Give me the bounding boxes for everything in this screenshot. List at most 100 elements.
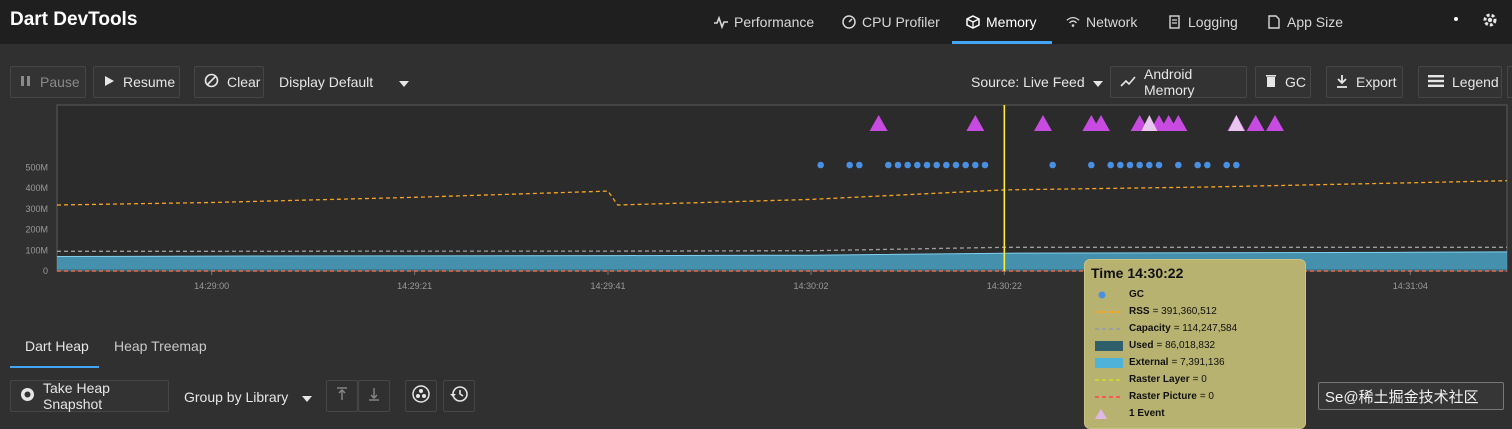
resume-button[interactable]: Resume (93, 66, 180, 98)
gc-icon (1095, 290, 1123, 300)
take-heap-snapshot-button[interactable]: Take Heap Snapshot (10, 380, 169, 412)
tab-app-size[interactable]: App Size (1267, 0, 1343, 44)
series-used-line (56, 251, 1508, 257)
status-dot (1454, 17, 1458, 21)
tooltip-row-gc: GC (1095, 286, 1147, 303)
pause-button[interactable]: Pause (10, 66, 86, 98)
display-dropdown[interactable]: Display Default (279, 74, 410, 90)
tooltip-label: Raster Picture (1129, 391, 1197, 402)
watermark-text: Se@稀土掘金技术社区 (1325, 388, 1479, 406)
legend-button[interactable]: Legend (1418, 66, 1502, 98)
history-icon (450, 385, 468, 408)
snapshot-dot (894, 161, 902, 169)
cube-icon (966, 15, 980, 29)
tab-logging[interactable]: Logging (1168, 0, 1238, 44)
history-button[interactable] (443, 380, 475, 412)
memory-chart[interactable]: 0 100M 200M 300M 400M 500M 14:29:00 14:29:21 14:… (0, 100, 1512, 295)
snapshot-dot (1117, 161, 1124, 169)
tooltip-label: Raster Layer (1129, 374, 1190, 385)
snapshot-dot (981, 161, 989, 169)
snapshot-dot (1136, 161, 1143, 169)
export-button[interactable]: Export (1326, 66, 1403, 98)
active-bottom-tab-indicator (10, 366, 99, 368)
tooltip-title: Time 14:30:22 (1091, 265, 1184, 281)
snapshot-dot (943, 161, 950, 169)
plot-area (56, 104, 1508, 272)
snapshot-dot (1155, 161, 1163, 169)
snapshot-dot (856, 161, 863, 169)
tooltip-row-rss: RSS = 391,360,512 (1095, 303, 1217, 320)
display-label: Display Default (279, 74, 374, 90)
overflow-button-edge[interactable] (1507, 66, 1512, 98)
tab-heap-treemap[interactable]: Heap Treemap (114, 338, 207, 354)
tooltip-value: = 114,247,584 (1173, 323, 1238, 334)
snapshot-dot (914, 161, 921, 169)
snapshot-dot (904, 161, 911, 169)
snapshot-dot (1223, 161, 1230, 169)
source-dropdown[interactable]: Source: Live Feed (971, 74, 1103, 90)
raster-picture-swatch (1095, 392, 1123, 402)
external-swatch (1095, 357, 1123, 368)
event-marker (1141, 115, 1158, 131)
snapshot-dot (923, 161, 931, 169)
tab-memory-label: Memory (986, 14, 1037, 30)
gc-event-marker (1246, 115, 1265, 131)
snapshot-dot (846, 161, 853, 169)
tab-logging-label: Logging (1188, 14, 1238, 30)
y-tick-label: 0 (43, 266, 48, 276)
collapse-icon (336, 386, 348, 406)
trash-icon (1265, 74, 1277, 91)
expand-all-button[interactable] (358, 380, 390, 412)
pause-label: Pause (40, 74, 80, 90)
tab-dart-heap[interactable]: Dart Heap (25, 338, 89, 354)
snapshot-dot (1204, 161, 1211, 169)
clear-button[interactable]: Clear (194, 66, 264, 98)
export-label: Export (1356, 74, 1397, 90)
gc-button[interactable]: GC (1255, 66, 1311, 98)
legend-label: Legend (1452, 74, 1499, 90)
tab-memory[interactable]: Memory (966, 0, 1037, 44)
list-icon (1428, 74, 1444, 90)
take-heap-snapshot-label: Take Heap Snapshot (43, 380, 110, 412)
tooltip-label: 1 Event (1129, 408, 1165, 419)
tooltip-label: GC (1129, 289, 1144, 300)
pause-icon (20, 74, 32, 90)
group-by-dropdown[interactable]: Group by Library (184, 389, 313, 405)
tooltip-value: = 7,391,136 (1171, 357, 1225, 368)
active-tab-indicator (952, 41, 1052, 44)
y-tick-label: 400M (25, 183, 48, 193)
tooltip-row-event: 1 Event (1095, 405, 1168, 422)
camera-icon (20, 387, 35, 405)
file-icon (1267, 15, 1281, 29)
tooltip-label: RSS (1129, 306, 1150, 317)
snapshot-dot (817, 161, 824, 169)
group-by-label: Group by Library (184, 389, 289, 405)
tab-performance[interactable]: Performance (714, 0, 814, 44)
snapshot-dot (933, 161, 940, 169)
x-tick-label: 14:30:02 (793, 281, 828, 291)
tooltip-value: = 0 (1192, 374, 1207, 385)
android-memory-button[interactable]: Android Memory (1110, 66, 1247, 98)
gc-event-marker (1034, 115, 1052, 131)
play-icon (103, 74, 115, 90)
collapse-all-button[interactable] (326, 380, 358, 412)
gauge-icon (842, 15, 856, 29)
snapshot-dot (962, 161, 969, 169)
gc-event-marker (966, 115, 985, 131)
tooltip-row-raster-picture: Raster Picture = 0 (1095, 388, 1214, 405)
used-swatch (1095, 340, 1123, 351)
gc-label: GC (1285, 74, 1306, 90)
wifi-icon (1066, 15, 1080, 29)
x-tick-label: 14:29:41 (590, 281, 625, 291)
tab-cpu-profiler[interactable]: CPU Profiler (842, 0, 940, 44)
snapshot-dot (952, 161, 960, 169)
analyze-button[interactable] (405, 380, 437, 412)
logging-icon (1168, 15, 1182, 29)
tooltip-value: = 0 (1199, 391, 1214, 402)
gear-icon[interactable] (1481, 11, 1499, 34)
tab-network[interactable]: Network (1066, 0, 1137, 44)
watermark: Se@稀土掘金技术社区 (1318, 382, 1504, 410)
tooltip-label: Capacity (1129, 323, 1171, 334)
chevron-down-icon (1092, 74, 1103, 90)
raster-layer-swatch (1095, 375, 1123, 385)
